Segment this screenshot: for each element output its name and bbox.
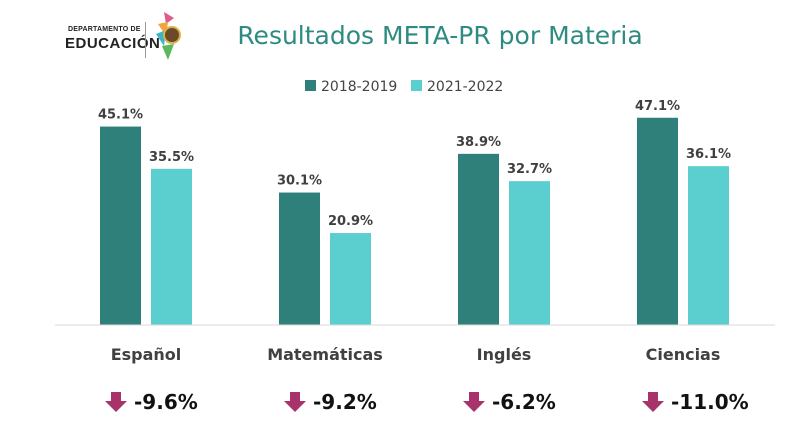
data-label: 38.9% bbox=[456, 135, 501, 150]
down-arrow-icon bbox=[284, 392, 306, 412]
x-tick-label: Matemáticas bbox=[267, 345, 383, 364]
down-arrow-icon bbox=[642, 392, 664, 412]
seal-icon bbox=[156, 12, 181, 60]
logo-line1: DEPARTAMENTO DE bbox=[68, 26, 141, 33]
bar bbox=[509, 181, 550, 325]
bar bbox=[637, 117, 678, 325]
change-label: -11.0% bbox=[671, 390, 749, 414]
bar bbox=[100, 126, 141, 325]
data-label: 35.5% bbox=[149, 150, 194, 165]
departamento-educacion-logo: DEPARTAMENTO DE EDUCACIÓN bbox=[30, 10, 200, 60]
bar bbox=[151, 168, 192, 325]
down-arrow-icon bbox=[105, 392, 127, 412]
down-arrow-icon bbox=[463, 392, 485, 412]
change-label: -6.2% bbox=[492, 390, 556, 414]
x-tick-label: Inglés bbox=[477, 345, 532, 364]
data-label: 47.1% bbox=[635, 99, 680, 114]
legend-label: 2021-2022 bbox=[427, 79, 503, 95]
bar bbox=[279, 192, 320, 325]
legend-swatch bbox=[411, 80, 422, 91]
data-label: 36.1% bbox=[686, 147, 731, 162]
legend-swatch bbox=[305, 80, 316, 91]
bar bbox=[458, 153, 499, 325]
change-label: -9.2% bbox=[313, 390, 377, 414]
bar bbox=[330, 233, 371, 325]
bar bbox=[688, 166, 729, 325]
chart-title: Resultados META-PR por Materia bbox=[237, 21, 642, 50]
data-label: 20.9% bbox=[328, 214, 373, 229]
legend: 2018-2019 2021-2022 bbox=[305, 79, 503, 95]
logo-divider bbox=[145, 22, 146, 58]
data-label: 30.1% bbox=[277, 174, 322, 189]
legend-label: 2018-2019 bbox=[321, 79, 397, 95]
x-tick-label: Ciencias bbox=[646, 345, 721, 364]
x-tick-label: Español bbox=[111, 345, 182, 364]
data-label: 45.1% bbox=[98, 108, 143, 123]
logo-line2: EDUCACIÓN bbox=[65, 35, 161, 52]
change-label: -9.6% bbox=[134, 390, 198, 414]
data-label: 32.7% bbox=[507, 162, 552, 177]
